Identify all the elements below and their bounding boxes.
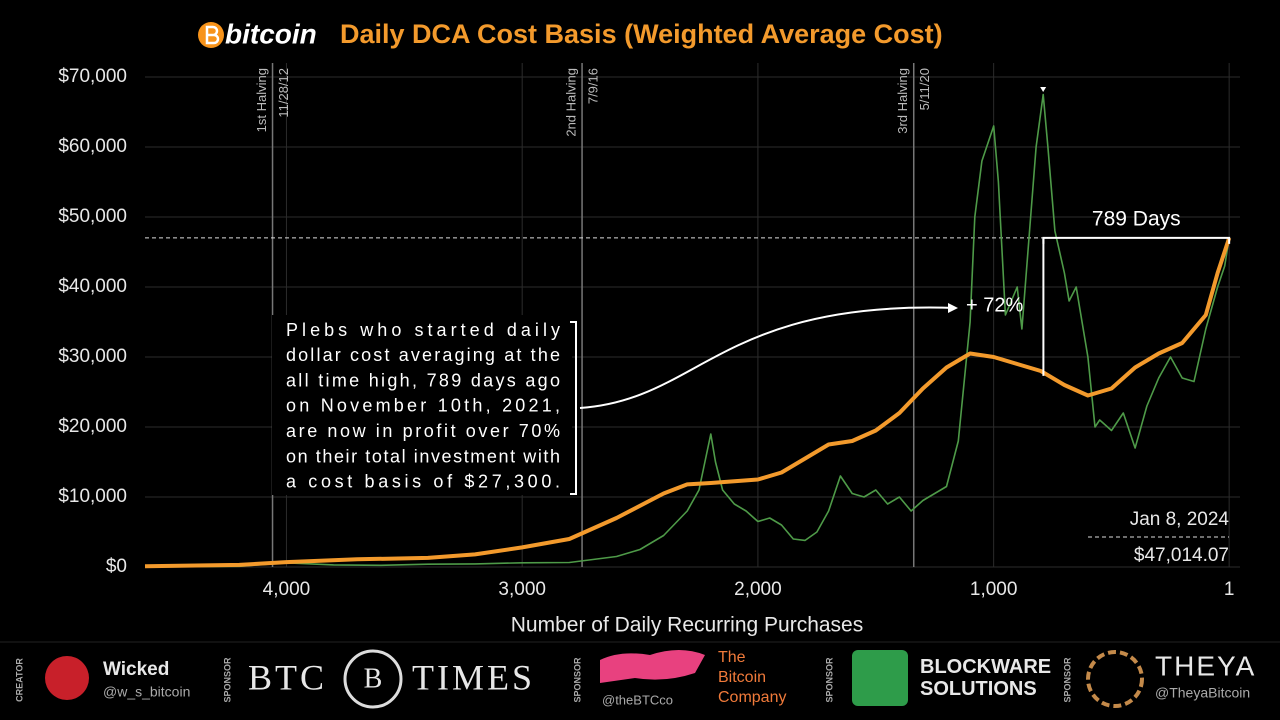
halving-label: 2nd Halving <box>563 68 578 137</box>
y-tick-label: $40,000 <box>58 276 127 297</box>
note-bracket <box>570 321 577 495</box>
arrow-head <box>948 303 958 313</box>
note-line: dollar cost averaging at the <box>286 345 560 365</box>
note-line: on November 10th, 2021, <box>286 396 560 416</box>
gain-label: + 72% <box>966 294 1023 316</box>
note-line: are now in profit over 70% <box>286 421 560 441</box>
creator-logo <box>45 656 89 700</box>
x-tick-label: 3,000 <box>498 579 546 600</box>
note-line: Plebs who started daily <box>286 320 560 340</box>
role-label: SPONSOR <box>824 657 834 703</box>
current-date: Jan 8, 2024 <box>1130 509 1230 530</box>
bitcoin-icon <box>205 25 220 45</box>
x-tick-label: 1,000 <box>970 579 1018 600</box>
halving-label: 1st Halving <box>254 68 269 132</box>
halving-date: 5/11/20 <box>917 68 932 110</box>
role-label: SPONSOR <box>222 657 232 703</box>
x-tick-label: 4,000 <box>263 579 311 600</box>
halving-date: 11/28/12 <box>276 68 291 118</box>
note-line: all time high, 789 days ago <box>286 370 560 390</box>
halving-label: 3rd Halving <box>895 68 910 134</box>
x-axis-title: Number of Daily Recurring Purchases <box>511 614 863 637</box>
x-tick-label: 1 <box>1224 579 1235 600</box>
series-line <box>144 93 1230 568</box>
chart-title: Daily DCA Cost Basis (Weighted Average C… <box>340 19 943 49</box>
y-tick-label: $0 <box>106 556 127 577</box>
role-label: SPONSOR <box>572 657 582 703</box>
footer: CREATOR Wicked @w_s_bitcoin SPONSOR BTC B TIME… <box>0 641 1280 709</box>
note-line: on their total investment with <box>286 446 560 466</box>
peak-marker <box>1040 87 1047 92</box>
series-line <box>144 237 1232 569</box>
blockware-logo <box>852 650 908 706</box>
sponsor-mark: B <box>364 663 383 694</box>
x-tick-label: 2,000 <box>734 579 782 600</box>
sponsor-name: THEYA <box>1155 650 1256 681</box>
y-tick-label: $20,000 <box>58 416 127 437</box>
sponsor-name: BLOCKWARE SOLUTIONS <box>920 656 1051 700</box>
creator-name: Wicked <box>103 659 169 680</box>
note-box <box>272 315 572 495</box>
sponsor-handle: @TheyaBitcoin <box>1155 685 1250 701</box>
y-tick-label: $60,000 <box>58 136 127 157</box>
sponsor-name: BTC <box>248 657 327 697</box>
span-label: 789 Days <box>1092 207 1181 230</box>
btc-times-logo <box>343 649 403 709</box>
y-tick-label: $70,000 <box>58 66 127 87</box>
halving-date: 7/9/16 <box>585 68 600 104</box>
role-label: SPONSOR <box>1062 657 1072 703</box>
y-tick-label: $50,000 <box>58 206 127 227</box>
y-tick-label: $10,000 <box>58 486 127 507</box>
plot: $0 $10,000 $20,000 $30,000 $40,000 $50,000 $60… <box>58 63 1240 600</box>
brand: bitcoin <box>225 18 317 49</box>
creator-handle: @w_s_bitcoin <box>103 684 190 700</box>
sponsor-name: The Bitcoin Company <box>718 649 786 706</box>
role-label: CREATOR <box>14 658 24 702</box>
bitcoin-company-logo <box>600 650 705 683</box>
theya-logo <box>1086 650 1144 708</box>
y-tick-label: $30,000 <box>58 346 127 367</box>
gain-arrow <box>579 306 956 409</box>
current-value: $47,014.07 <box>1134 545 1229 566</box>
sponsor-handle: @theBTCco <box>602 692 673 707</box>
sponsor-name: TIMES <box>412 657 535 697</box>
